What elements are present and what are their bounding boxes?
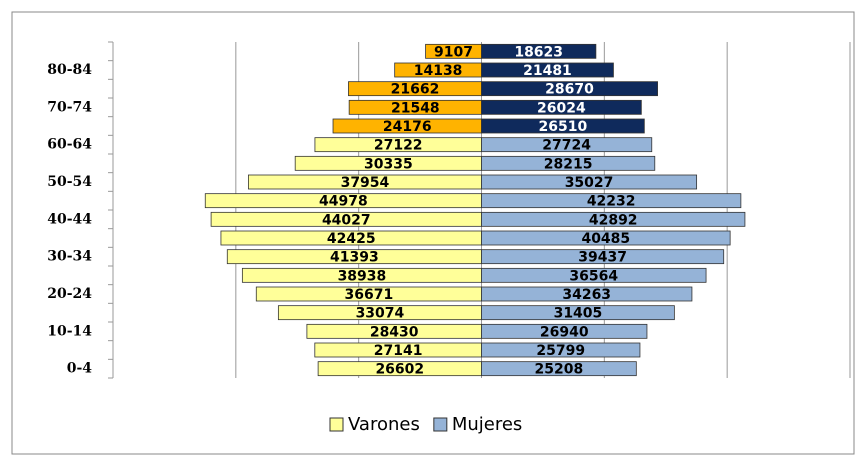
data-label: 42425 <box>327 231 376 247</box>
data-label: 42232 <box>587 194 636 210</box>
y-tick-label: 10-14 <box>47 323 92 339</box>
data-label: 26940 <box>540 324 589 340</box>
data-label: 27724 <box>542 138 591 154</box>
data-label: 37954 <box>341 175 390 191</box>
data-label: 34263 <box>562 287 611 303</box>
bar <box>481 118 645 134</box>
bar <box>481 305 675 321</box>
data-label: 39437 <box>578 250 627 266</box>
data-label: 41393 <box>330 250 379 266</box>
data-label: 40485 <box>581 231 630 247</box>
bar <box>481 81 658 97</box>
bar <box>481 43 597 59</box>
data-label: 14138 <box>414 63 463 79</box>
y-tick-label: 40-44 <box>47 211 92 227</box>
data-label: 26024 <box>537 100 586 116</box>
data-label: 27141 <box>374 343 423 359</box>
data-label: 35027 <box>565 175 614 191</box>
data-label: 42892 <box>589 212 638 228</box>
bar <box>481 342 641 358</box>
bar <box>481 99 642 115</box>
data-label: 44978 <box>319 194 368 210</box>
bar <box>481 155 656 171</box>
y-tick-label: 70-74 <box>47 99 92 115</box>
legend-swatch <box>433 417 448 432</box>
data-label: 26510 <box>539 119 588 135</box>
y-tick-label: 30-34 <box>47 249 92 265</box>
bar <box>481 62 614 78</box>
bar <box>481 230 731 246</box>
bar <box>481 267 707 283</box>
legend-swatch <box>329 417 344 432</box>
data-label: 25208 <box>535 362 584 378</box>
y-tick-label: 50-54 <box>47 174 92 190</box>
data-label: 21662 <box>391 82 440 98</box>
data-label: 9107 <box>434 44 473 60</box>
bar <box>481 249 725 265</box>
data-label: 36564 <box>569 268 618 284</box>
data-label: 30335 <box>364 156 413 172</box>
y-tick-label: 20-24 <box>47 286 92 302</box>
y-tick-label: 60-64 <box>47 137 92 153</box>
data-label: 26602 <box>375 362 424 378</box>
bar <box>481 193 742 209</box>
bar <box>481 286 693 302</box>
bar <box>481 137 653 153</box>
data-label: 36671 <box>345 287 394 303</box>
data-label: 31405 <box>554 306 603 322</box>
bar <box>481 211 746 227</box>
data-label: 25799 <box>536 343 585 359</box>
bar <box>481 174 698 190</box>
bar <box>481 361 637 377</box>
data-label: 44027 <box>322 212 371 228</box>
data-label: 21548 <box>391 100 440 116</box>
y-tick-label: 80-84 <box>47 62 92 78</box>
data-label: 21481 <box>523 63 572 79</box>
data-label: 28670 <box>545 82 594 98</box>
data-label: 18623 <box>514 44 563 60</box>
data-label: 27122 <box>374 138 423 154</box>
legend-label: Varones <box>348 414 420 435</box>
data-label: 24176 <box>383 119 432 135</box>
data-label: 28430 <box>370 324 419 340</box>
data-label: 28215 <box>544 156 593 172</box>
legend-label: Mujeres <box>452 414 522 435</box>
data-label: 33074 <box>356 306 405 322</box>
data-label: 38938 <box>338 268 387 284</box>
bar <box>481 323 648 339</box>
y-tick-label: 0-4 <box>67 361 93 377</box>
